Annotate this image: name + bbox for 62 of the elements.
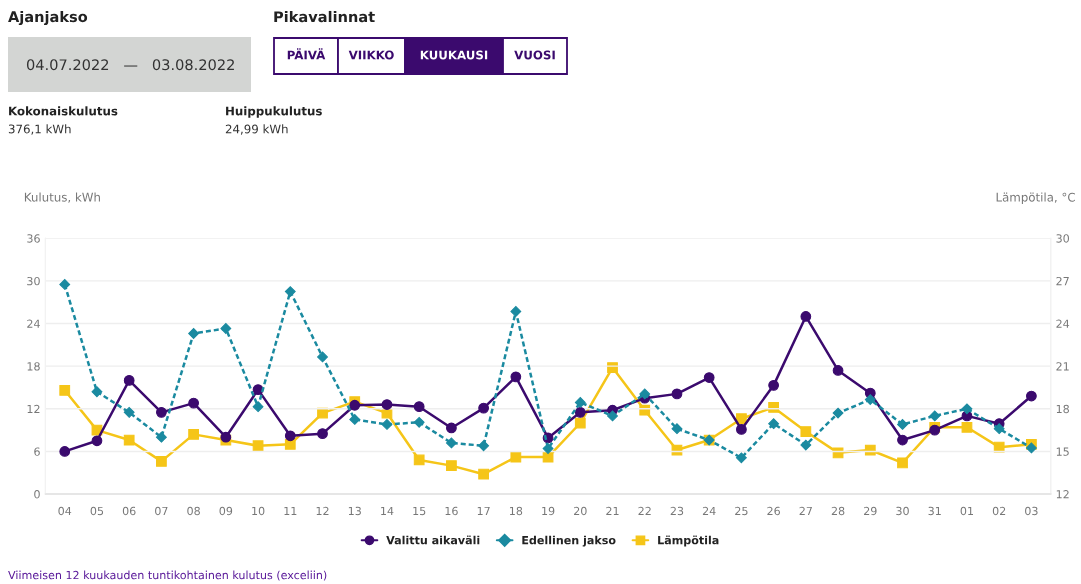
x-tick-label: 29: [864, 506, 877, 516]
x-tick-label: 07: [155, 506, 168, 516]
text: VIIKKO: [348, 50, 394, 60]
x-tick-label: 02: [992, 506, 1006, 516]
legend-label: Valittu aikaväli: [386, 535, 480, 545]
y2-tick-label: 18: [1056, 404, 1069, 414]
x-tick-label: 26: [767, 506, 780, 516]
text: Ajanjakso: [8, 10, 88, 26]
x-tick-label: 18: [510, 506, 523, 516]
x-tick-label: 05: [90, 506, 104, 516]
y2-axis-title: Lämpötila, °C: [996, 192, 1075, 204]
x-tick-label: 30: [896, 506, 909, 516]
legend-label: Edellinen jakso: [522, 535, 616, 547]
x-tick-label: 21: [606, 506, 619, 516]
text: Kokonaiskulutus: [9, 106, 118, 116]
x-tick-label: 03: [1025, 506, 1038, 516]
text: Huippukulutus: [226, 106, 322, 118]
y-tick-label: 6: [34, 447, 40, 456]
x-tick-label: 24: [702, 506, 716, 516]
x-tick-label: 04: [58, 506, 72, 516]
x-tick-label: 16: [445, 506, 458, 516]
x-tick-label: 23: [670, 506, 684, 516]
text: KUUKAUSI: [420, 50, 488, 60]
y2-tick-label: 24: [1056, 319, 1070, 328]
x-tick-label: 31: [928, 506, 941, 516]
text: Viimeisen 12 kuukauden tuntikohtainen kulutus (exceliin): [8, 570, 327, 581]
x-tick-label: 06: [122, 506, 136, 516]
x-tick-label: 28: [831, 506, 845, 516]
y-tick-label: 36: [27, 234, 40, 243]
y2-tick-label: 15: [1056, 447, 1069, 456]
x-tick-label: 09: [219, 506, 233, 516]
x-tick-label: 20: [574, 506, 587, 516]
x-tick-label: 15: [413, 506, 426, 516]
y-axis-title: Kulutus, kWh: [24, 192, 100, 203]
y2-tick-label: 30: [1056, 234, 1069, 243]
x-tick-label: 13: [348, 506, 361, 516]
text: PÄIVÄ: [287, 48, 326, 60]
x-tick-label: 12: [316, 506, 329, 516]
x-tick-label: 14: [381, 506, 394, 516]
text: 04.07.2022 — 03.08.2022: [26, 59, 234, 71]
y2-tick-label: 21: [1056, 362, 1069, 371]
text: Pikavalinnat: [274, 10, 375, 23]
text: VUOSI: [514, 50, 555, 60]
x-tick-label: 27: [799, 506, 812, 516]
y-tick-label: 30: [27, 276, 40, 286]
text: 24,99 kWh: [225, 124, 288, 135]
x-tick-label: 22: [638, 506, 651, 516]
x-tick-label: 25: [735, 506, 748, 516]
y-tick-label: 0: [34, 490, 40, 499]
x-tick-label: 08: [187, 506, 200, 516]
text: 376,1 kWh: [8, 124, 71, 135]
y2-tick-label: 12: [1056, 490, 1069, 499]
y-tick-label: 18: [27, 362, 40, 371]
y-tick-label: 24: [27, 319, 40, 328]
x-tick-label: 10: [252, 506, 265, 516]
x-tick-label: 19: [542, 506, 555, 516]
x-tick-label: 17: [477, 506, 490, 516]
x-tick-label: 01: [960, 506, 973, 516]
y2-tick-label: 27: [1056, 276, 1069, 286]
legend-label: Lämpötila: [658, 535, 719, 547]
y-tick-label: 12: [27, 404, 40, 414]
x-tick-label: 11: [284, 506, 297, 516]
